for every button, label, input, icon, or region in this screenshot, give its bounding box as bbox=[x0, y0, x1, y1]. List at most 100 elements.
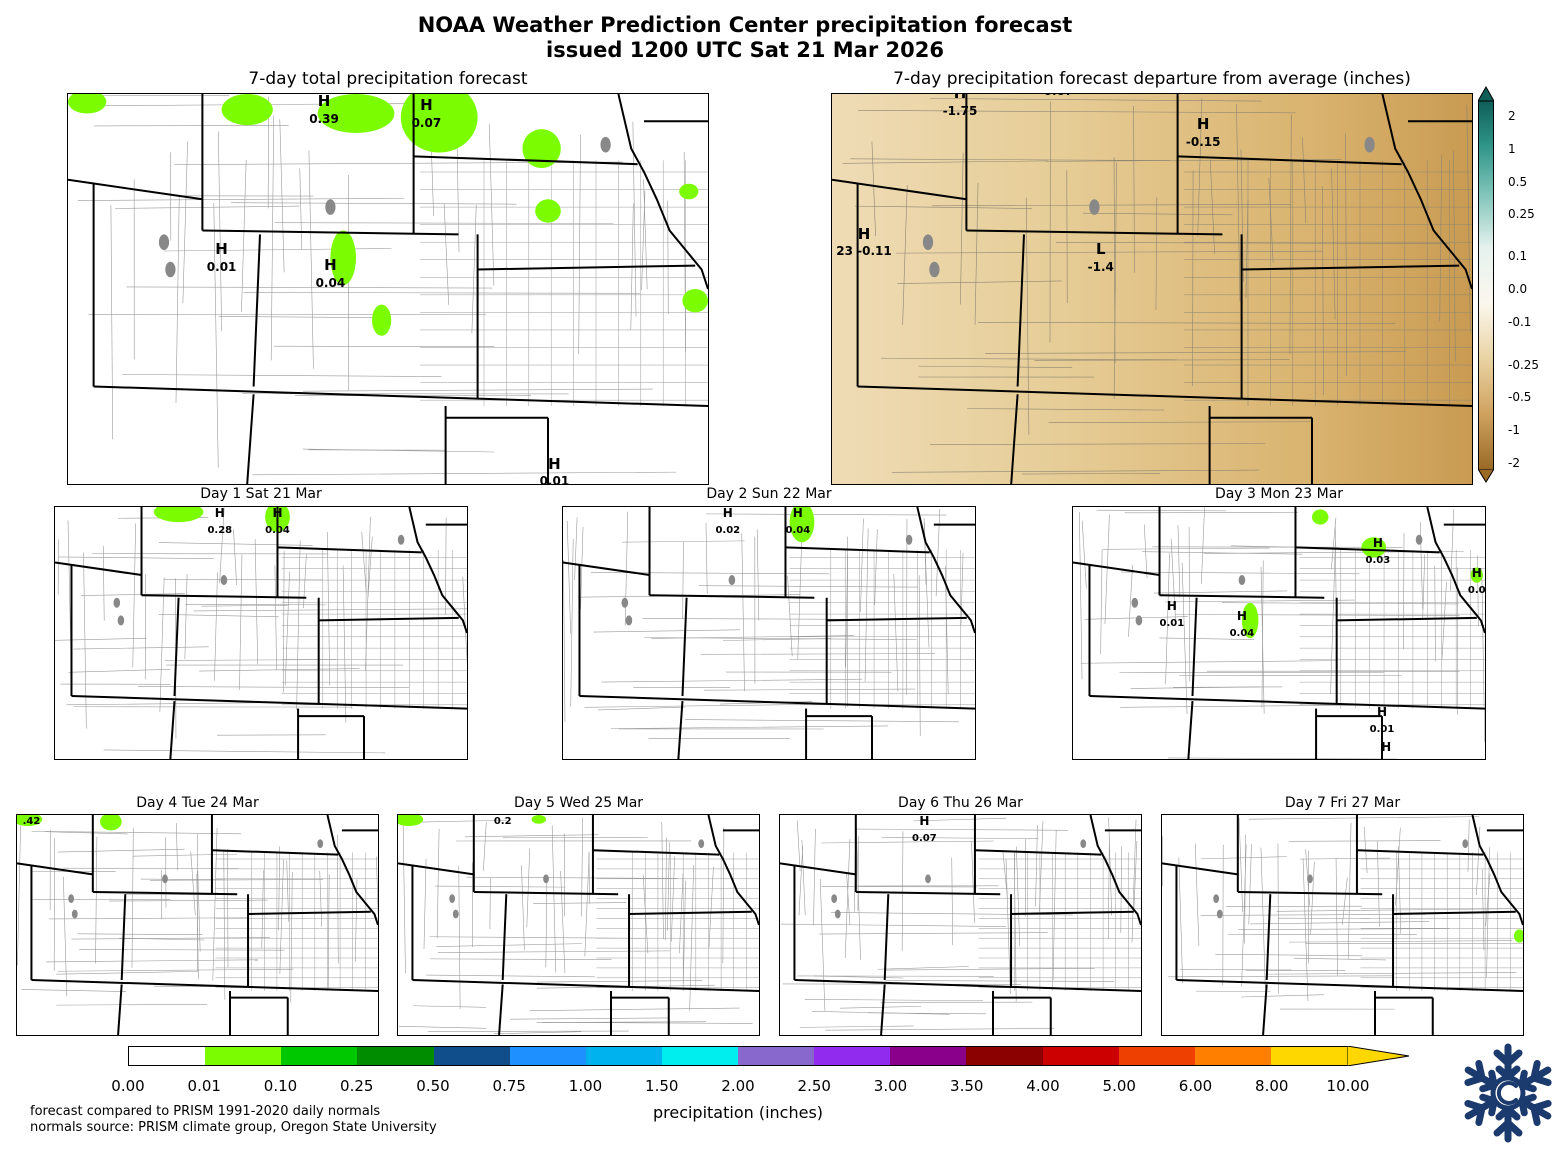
precip-colorbar-segment bbox=[1042, 1047, 1119, 1065]
day1-map: H 0.28 H 0.04 bbox=[54, 506, 468, 760]
departure-colorbar-tick: 0.25 bbox=[1508, 207, 1535, 221]
extremum-value: -1.4 bbox=[1087, 259, 1114, 274]
day5-title: Day 5 Wed 25 Mar bbox=[513, 795, 644, 811]
precip-colorbar bbox=[128, 1046, 1348, 1066]
extremum-label: H 0.39 bbox=[309, 94, 339, 127]
extremum-letter: H bbox=[272, 506, 283, 520]
extremum-value: 0.04 bbox=[315, 275, 346, 290]
extremum-letter: H bbox=[1196, 115, 1210, 134]
day2-map: H 0.02 H 0.04 bbox=[562, 506, 976, 760]
map-boundaries bbox=[398, 815, 759, 1035]
extremum-letter: H bbox=[317, 93, 331, 110]
map-boundaries bbox=[1162, 815, 1523, 1035]
wpc-snowflake-logo bbox=[1456, 1043, 1560, 1146]
precip-area bbox=[372, 304, 392, 336]
footnote-line2: normals source: PRISM climate group, Ore… bbox=[30, 1120, 437, 1135]
extremum-letter: H bbox=[324, 255, 337, 274]
precip-colorbar-tick: 0.50 bbox=[416, 1077, 450, 1095]
extremum-letter: H bbox=[1372, 536, 1383, 551]
precip-colorbar-tick: 10.00 bbox=[1326, 1077, 1370, 1095]
total-precip-map: H 0.39 H 0.07 H 0.01 H 0.04 H 0.01 bbox=[67, 93, 709, 485]
departure-colorbar-top-arrow bbox=[1478, 86, 1494, 102]
extremum-letter: H bbox=[214, 506, 225, 520]
page-title-line1: NOAA Weather Prediction Center precipita… bbox=[417, 13, 1073, 37]
map-boundaries bbox=[1073, 507, 1485, 759]
extremum-value: 23 -0.11 bbox=[836, 244, 892, 259]
extremum-value: -0.15 bbox=[1185, 135, 1221, 150]
precip-colorbar-segment bbox=[433, 1047, 510, 1065]
extremum-label: H 0.28 bbox=[207, 507, 232, 536]
precip-colorbar-segment bbox=[129, 1047, 206, 1065]
map-boundaries bbox=[563, 507, 975, 759]
extremum-value: 0.07 bbox=[912, 832, 937, 844]
precip-area bbox=[100, 815, 122, 831]
precip-colorbar-tick: 2.50 bbox=[797, 1077, 831, 1095]
extremum-label: H 0.04 bbox=[315, 255, 346, 291]
map-boundaries bbox=[780, 815, 1141, 1035]
departure-colorbar bbox=[1478, 100, 1494, 470]
precip-colorbar-tick: 5.00 bbox=[1102, 1077, 1136, 1095]
map-boundaries bbox=[68, 94, 708, 484]
extremum-label: H0.01 bbox=[1374, 740, 1399, 759]
extremum-letter: H bbox=[919, 814, 930, 828]
extremum-letter: H bbox=[215, 240, 228, 259]
precip-colorbar-segment bbox=[357, 1047, 434, 1065]
precip-area bbox=[153, 507, 204, 523]
precip-colorbar-segment bbox=[509, 1047, 586, 1065]
precip-area bbox=[1361, 537, 1387, 558]
extremum-letter: H bbox=[1381, 740, 1392, 755]
extremum-value: 0.04 bbox=[1229, 627, 1255, 639]
precip-colorbar-tick: 0.75 bbox=[492, 1077, 526, 1095]
day7-title: Day 7 Fri 27 Mar bbox=[1284, 795, 1401, 811]
extremum-value: .42 bbox=[22, 815, 41, 827]
precip-colorbar-segment bbox=[281, 1047, 358, 1065]
departure-colorbar-tick: 2 bbox=[1508, 109, 1516, 123]
precip-area bbox=[1513, 929, 1523, 943]
extremum-letter: H bbox=[722, 506, 733, 520]
precip-area bbox=[68, 94, 107, 114]
precip-area bbox=[398, 815, 424, 826]
precip-colorbar-arrow bbox=[1347, 1046, 1410, 1066]
extremum-value: 0.07 bbox=[411, 115, 442, 130]
extremum-letter: H bbox=[420, 95, 433, 114]
precip-colorbar-tick: 2.00 bbox=[721, 1077, 755, 1095]
precip-area bbox=[1470, 567, 1483, 583]
departure-colorbar-tick: -2 bbox=[1508, 456, 1520, 470]
footnote-line1: forecast compared to PRISM 1991-2020 dai… bbox=[30, 1104, 381, 1119]
day4-title: Day 4 Tue 24 Mar bbox=[136, 795, 259, 811]
extremum-letter: H bbox=[1236, 609, 1247, 624]
day3-map: H 0.03 H 0.01 H 0.04 H 0.0 H 0.01 H 0.01 bbox=[1072, 506, 1486, 760]
precip-area bbox=[17, 815, 43, 826]
precip-colorbar-segment bbox=[1118, 1047, 1195, 1065]
departure-colorbar-tick: 0.5 bbox=[1508, 175, 1528, 189]
extremum-letter: H bbox=[792, 506, 803, 520]
extremum-value: 0.03 bbox=[1365, 554, 1391, 566]
departure-colorbar-bottom-arrow bbox=[1478, 469, 1494, 483]
extremum-label: H 0.0 bbox=[1467, 567, 1486, 597]
extremum-value: 0.0 bbox=[1467, 585, 1486, 597]
day2-title: Day 2 Sun 22 Mar bbox=[706, 486, 832, 502]
extremum-letter: H bbox=[857, 224, 871, 243]
departure-colorbar-tick: -0.25 bbox=[1508, 358, 1540, 372]
extremum-label: H 0.07 bbox=[912, 815, 937, 844]
precip-colorbar-segment bbox=[814, 1047, 891, 1065]
extremum-label: H -1.75 bbox=[943, 94, 978, 119]
extremum-value: 0.01 bbox=[206, 259, 237, 274]
extremum-label: H -0.15 bbox=[1186, 117, 1221, 150]
precip-colorbar-tick: 0.25 bbox=[340, 1077, 374, 1095]
precip-colorbar-tick: 1.00 bbox=[568, 1077, 603, 1095]
precip-colorbar-segment bbox=[1194, 1047, 1271, 1065]
extremum-letter: H bbox=[548, 454, 561, 473]
precip-area bbox=[330, 230, 357, 286]
extremum-label: H 0.04 bbox=[1230, 610, 1255, 639]
day7-map bbox=[1161, 814, 1524, 1036]
extremum-label: .42 bbox=[22, 815, 41, 827]
departure-map-title: 7-day precipitation forecast departure f… bbox=[893, 69, 1411, 89]
precip-area bbox=[789, 507, 815, 543]
departure-colorbar-tick: 0.1 bbox=[1508, 249, 1528, 263]
extremum-label: H 0.03 bbox=[1366, 537, 1391, 566]
departure-colorbar-tick: -0.5 bbox=[1508, 390, 1532, 404]
extremum-value: 0.02 bbox=[715, 524, 741, 536]
